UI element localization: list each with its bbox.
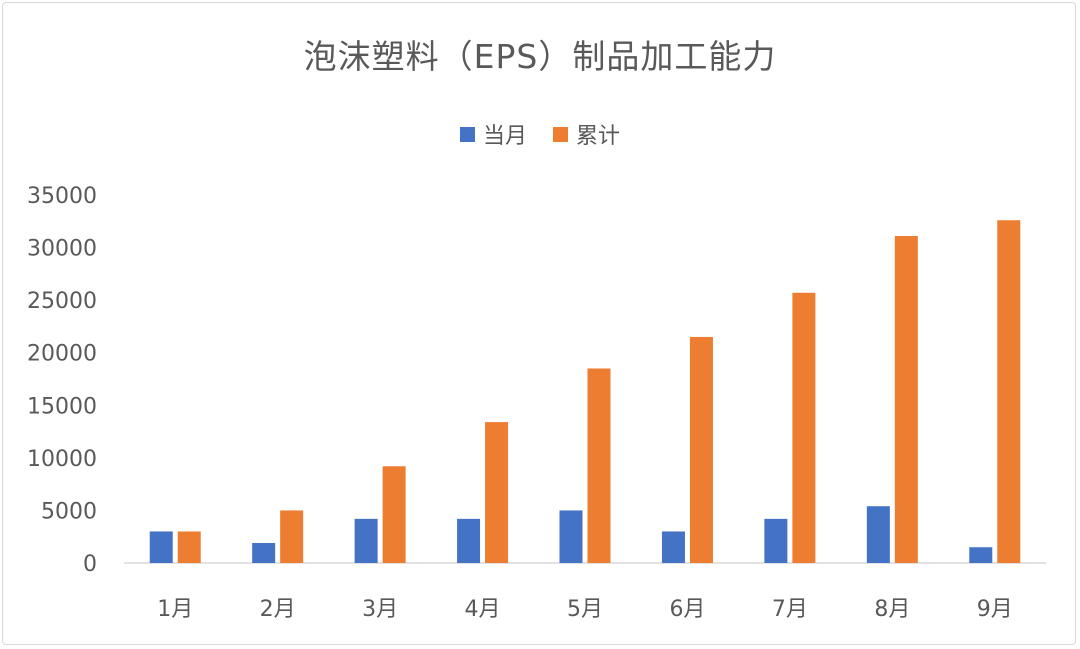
y-tick-label: 15000 bbox=[27, 394, 97, 419]
bar-monthly bbox=[252, 543, 276, 563]
legend-item-monthly: 当月 bbox=[459, 118, 527, 150]
x-tick-label: 9月 bbox=[977, 597, 1013, 622]
bar-monthly bbox=[969, 547, 993, 563]
y-tick-label: 20000 bbox=[27, 342, 97, 367]
legend-label-monthly: 当月 bbox=[482, 124, 527, 149]
bar-cumulative bbox=[382, 466, 406, 563]
x-tick-label: 3月 bbox=[362, 597, 398, 622]
x-tick-label: 8月 bbox=[874, 597, 910, 622]
x-tick-label: 2月 bbox=[260, 597, 296, 622]
bar-cumulative bbox=[280, 510, 304, 563]
y-tick-label: 30000 bbox=[27, 237, 97, 262]
x-tick-label: 1月 bbox=[157, 597, 193, 622]
x-tick-label: 6月 bbox=[669, 597, 705, 622]
bar-cumulative bbox=[485, 422, 509, 563]
bar-monthly bbox=[559, 510, 583, 563]
chart-legend: 当月 累计 bbox=[0, 118, 1080, 150]
x-tick-label: 5月 bbox=[567, 597, 603, 622]
bar-cumulative bbox=[792, 292, 816, 563]
bar-monthly bbox=[764, 518, 788, 563]
legend-swatch-monthly bbox=[459, 126, 475, 142]
x-tick-label: 4月 bbox=[465, 597, 501, 622]
bar-cumulative bbox=[587, 368, 611, 563]
bar-monthly bbox=[457, 518, 481, 563]
x-tick-label: 7月 bbox=[772, 597, 808, 622]
bar-monthly bbox=[661, 531, 685, 563]
bar-cumulative bbox=[689, 336, 713, 563]
y-tick-label: 35000 bbox=[27, 184, 97, 209]
bar-cumulative bbox=[177, 531, 201, 563]
y-tick-label: 5000 bbox=[41, 499, 97, 524]
bar-monthly bbox=[149, 531, 173, 563]
legend-item-cumulative: 累计 bbox=[553, 118, 620, 150]
chart-title: 泡沫塑料（EPS）制品加工能力 bbox=[303, 37, 777, 76]
bar-cumulative bbox=[997, 220, 1021, 563]
legend-label-cumulative: 累计 bbox=[576, 124, 621, 149]
y-tick-label: 10000 bbox=[27, 447, 97, 472]
legend-swatch-cumulative bbox=[553, 126, 568, 142]
y-tick-label: 0 bbox=[83, 552, 97, 577]
bar-monthly bbox=[866, 506, 890, 563]
y-tick-label: 25000 bbox=[27, 289, 97, 314]
bar-monthly bbox=[354, 518, 378, 563]
bar-cumulative bbox=[894, 236, 918, 563]
